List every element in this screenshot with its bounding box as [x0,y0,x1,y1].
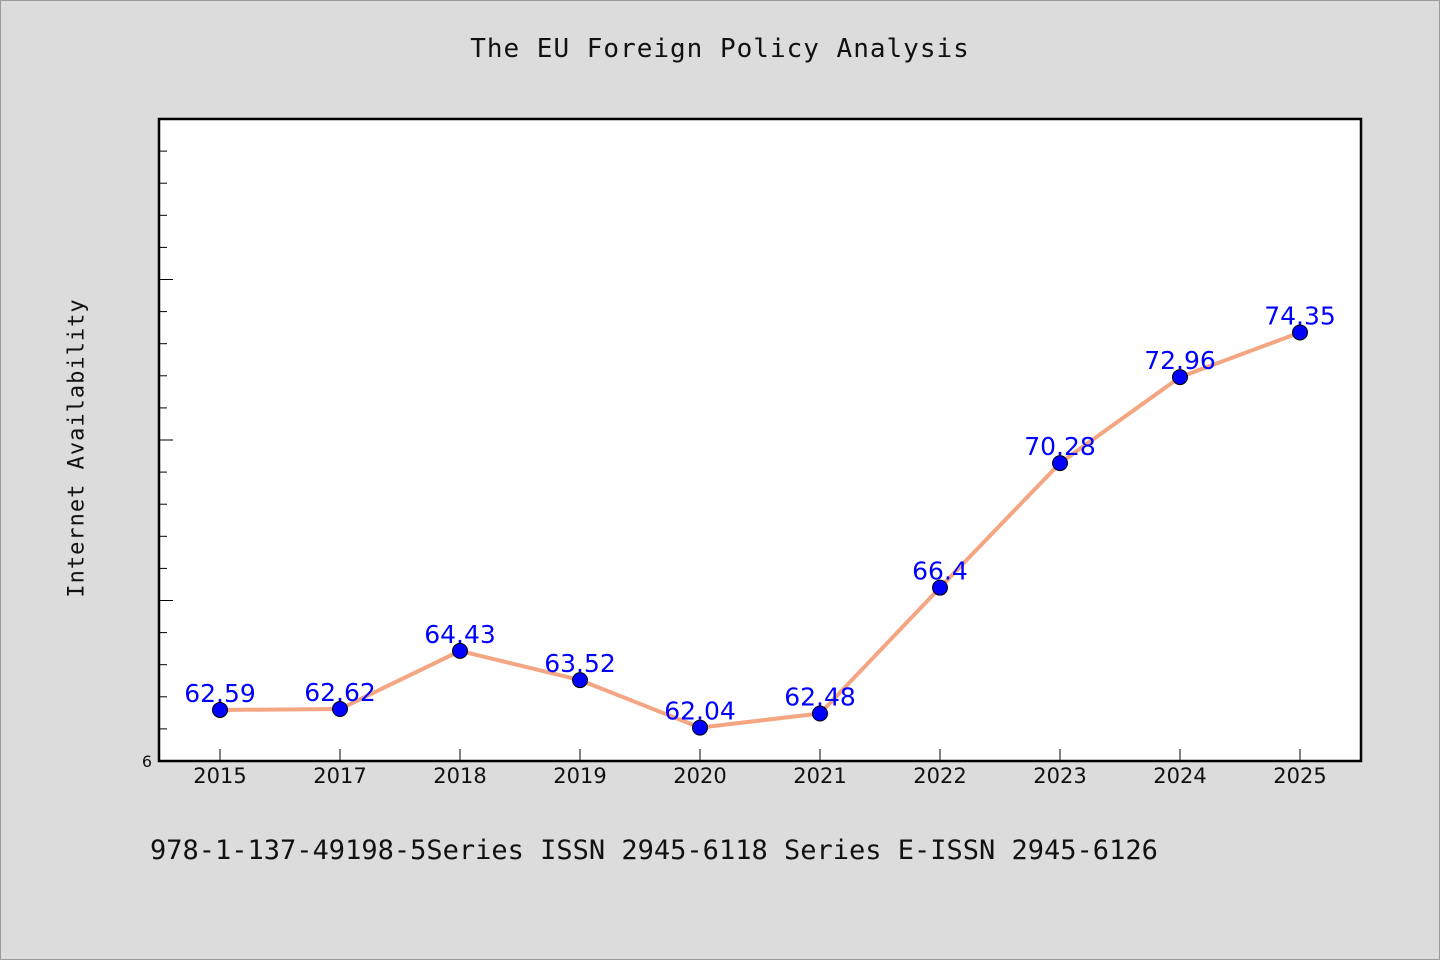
data-point [332,700,348,717]
data-point [212,701,228,718]
x-tick-label: 2020 [673,764,726,788]
data-point [1052,455,1068,472]
data-point [932,579,948,596]
data-label: 64.43 [424,620,496,649]
x-tick-label: 2023 [1033,764,1086,788]
data-label: 63.52 [544,649,616,678]
data-label: 62.04 [664,697,736,726]
x-axis-ticks: 2015 2017 2018 2019 2020 2021 2022 2023 2024 2025 [193,749,1327,788]
x-tick-label: 2018 [433,764,486,788]
data-point [812,705,828,722]
data-label: 72.96 [1144,346,1216,375]
data-point [572,672,588,689]
data-label: 66.4 [912,557,968,586]
x-tick-label: 2021 [793,764,846,788]
x-tick-label: 2017 [313,764,366,788]
data-label: 74.35 [1264,301,1336,330]
x-tick-label: 2019 [553,764,606,788]
data-point [1172,369,1188,386]
data-point [1292,324,1308,341]
y-axis-ticks: 6 [142,118,173,771]
data-labels: 62.59 62.62 64.43 63.52 62.04 62.48 66.4 70.28 7… [184,301,1336,725]
series-line [218,330,1302,730]
isbn-issn-footer: 978-1-137-49198-5Series ISSN 2945-6118 S… [150,835,1158,866]
data-label: 62.48 [784,682,856,711]
data-points [212,324,1308,736]
data-label: 62.62 [304,678,376,707]
x-tick-label: 2022 [913,764,966,788]
data-label: 62.59 [184,679,256,708]
data-point [452,642,468,659]
x-tick-label: 2025 [1273,764,1326,788]
series-lines [218,330,1302,730]
chart-title: The EU Foreign Policy Analysis [470,34,970,64]
data-point [692,719,708,736]
x-tick-label: 2024 [1153,764,1206,788]
y-tick-label: 6 [142,752,152,771]
data-label: 70.28 [1024,432,1096,461]
plot-area [157,117,1363,763]
x-tick-label: 2015 [193,764,246,788]
